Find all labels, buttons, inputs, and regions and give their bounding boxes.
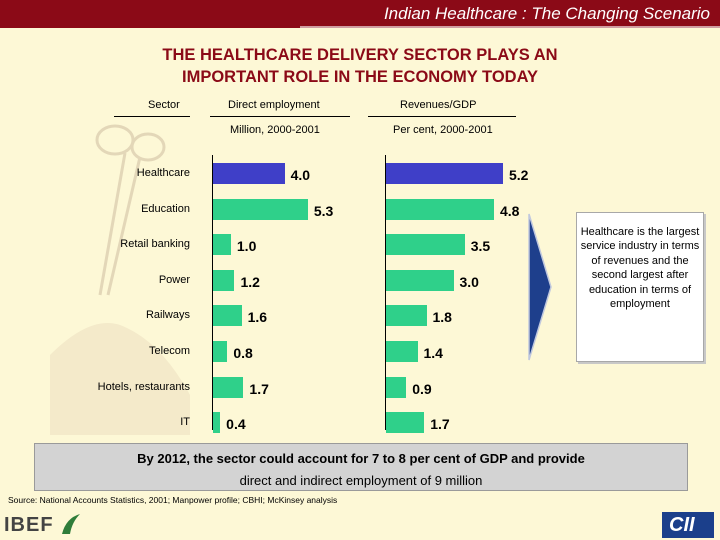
employment-bar-telecom — [213, 341, 228, 362]
revenue-bar-retail-banking — [386, 234, 465, 256]
summary-line-1: By 2012, the sector could account for 7 … — [137, 451, 585, 466]
employment-value-railways: 1.6 — [247, 309, 268, 326]
category-label-education: Education — [141, 202, 190, 215]
category-label-retail-banking: Retail banking — [120, 238, 190, 251]
headline-line-1: THE HEALTHCARE DELIVERY SECTOR PLAYS AN — [162, 46, 558, 64]
revenue-axis — [385, 155, 386, 430]
summary-box: By 2012, the sector could account for 7 … — [34, 443, 688, 491]
source-note: Source: National Accounts Statistics, 20… — [8, 495, 338, 505]
revenue-value-it: 1.7 — [430, 416, 450, 433]
surgical-tool-illustration — [50, 124, 190, 435]
revenue-bar-hotels-restaurants — [386, 376, 407, 398]
ibef-logo: IBEF — [4, 512, 84, 538]
revenue-bar-telecom — [386, 341, 418, 362]
column-header-sector: Sector — [148, 99, 180, 111]
revenue-unit: Per cent, 2000-2001 — [393, 124, 493, 136]
sector-header-rule — [114, 116, 190, 117]
header-bar: Indian Healthcare : The Changing Scenari… — [0, 0, 720, 28]
employment-bar-power — [213, 269, 235, 291]
ibef-emblem-icon — [62, 514, 80, 534]
revenue-value-education: 4.8 — [500, 202, 520, 219]
category-label-telecom: Telecom — [149, 345, 190, 357]
employment-value-education: 5.3 — [313, 202, 334, 219]
employment-header-rule — [210, 116, 350, 117]
revenue-value-hotels-restaurants: 0.9 — [412, 380, 432, 397]
revenue-value-railways: 1.8 — [432, 309, 452, 326]
column-header-employment: Direct employment — [228, 99, 320, 111]
column-header-revenue: Revenues/GDP — [400, 99, 477, 111]
revenue-bar-it — [386, 412, 425, 434]
summary-line-2: direct and indirect employment of 9 mill… — [239, 473, 483, 488]
employment-value-hotels-restaurants: 1.7 — [249, 380, 269, 397]
employment-value-healthcare: 4.0 — [290, 167, 311, 183]
revenue-value-healthcare: 5.2 — [509, 167, 529, 183]
employment-unit: Million, 2000-2001 — [230, 124, 320, 136]
revenue-value-retail-banking: 3.5 — [470, 238, 491, 255]
headline-line-2: IMPORTANT ROLE IN THE ECONOMY TODAY — [182, 68, 538, 86]
employment-bar-healthcare — [213, 163, 285, 184]
employment-axis — [212, 155, 213, 430]
employment-value-retail-banking: 1.0 — [236, 238, 257, 255]
slide-headline: THE HEALTHCARE DELIVERY SECTOR PLAYS AN … — [0, 44, 720, 88]
employment-bar-hotels-restaurants — [213, 376, 244, 398]
header-underline — [300, 26, 720, 28]
category-label-hotels-restaurants: Hotels, restaurants — [97, 380, 190, 393]
employment-value-telecom: 0.8 — [233, 345, 253, 361]
employment-value-it: 0.4 — [226, 416, 246, 433]
employment-value-power: 1.2 — [240, 273, 260, 290]
revenue-bar-education — [386, 198, 494, 220]
category-label-power: Power — [158, 273, 190, 286]
cii-logo-text: CII — [669, 514, 695, 536]
employment-bar-it — [213, 412, 221, 434]
revenue-value-telecom: 1.4 — [423, 345, 443, 361]
revenue-bar-railways — [386, 305, 427, 327]
employment-bar-retail-banking — [213, 234, 231, 256]
category-label-healthcare: Healthcare — [136, 167, 190, 179]
revenue-value-power: 3.0 — [459, 273, 479, 290]
category-label-railways: Railways — [145, 309, 190, 322]
employment-bar-railways — [213, 305, 242, 327]
cii-logo: CII — [662, 512, 714, 538]
chevron-right-icon — [528, 213, 552, 361]
category-label-it: IT — [180, 416, 190, 429]
header-title: Indian Healthcare : The Changing Scenari… — [383, 4, 710, 23]
ibef-logo-text: IBEF — [4, 514, 54, 536]
revenue-bar-healthcare — [386, 163, 503, 184]
revenue-bar-power — [386, 269, 454, 291]
employment-bar-education — [213, 198, 308, 220]
revenue-header-rule — [368, 116, 516, 117]
callout-note: Healthcare is the largest service indust… — [576, 212, 704, 362]
